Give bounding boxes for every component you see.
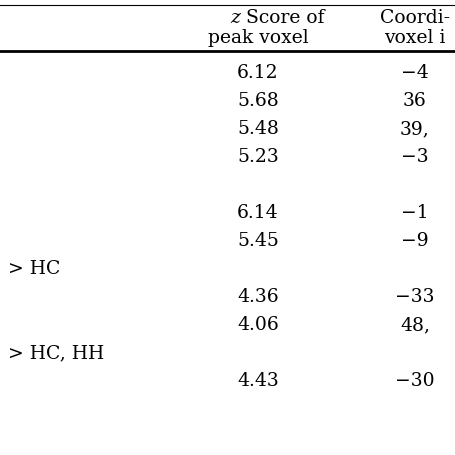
Text: 48,: 48,: [399, 315, 429, 333]
Text: −30: −30: [394, 371, 434, 389]
Text: 5.45: 5.45: [237, 232, 278, 249]
Text: 5.48: 5.48: [237, 120, 278, 138]
Text: 4.36: 4.36: [237, 288, 278, 305]
Text: −1: −1: [400, 203, 428, 222]
Text: > HC, HH: > HC, HH: [8, 343, 104, 361]
Text: 5.23: 5.23: [237, 148, 278, 166]
Text: 6.12: 6.12: [237, 64, 278, 82]
Text: −3: −3: [400, 148, 428, 166]
Text: 4.06: 4.06: [237, 315, 278, 333]
Text: 4.43: 4.43: [237, 371, 278, 389]
Text: 5.68: 5.68: [237, 92, 278, 110]
Text: Coordi-: Coordi-: [379, 9, 449, 27]
Text: −9: −9: [400, 232, 428, 249]
Text: voxel i: voxel i: [384, 29, 445, 47]
Text: 6.14: 6.14: [237, 203, 278, 222]
Text: > HC: > HC: [8, 259, 60, 278]
Text: Score of: Score of: [239, 9, 324, 27]
Text: peak voxel: peak voxel: [207, 29, 308, 47]
Text: z: z: [230, 9, 239, 27]
Text: −33: −33: [394, 288, 434, 305]
Text: 39,: 39,: [399, 120, 429, 138]
Text: −4: −4: [400, 64, 428, 82]
Text: 36: 36: [402, 92, 426, 110]
